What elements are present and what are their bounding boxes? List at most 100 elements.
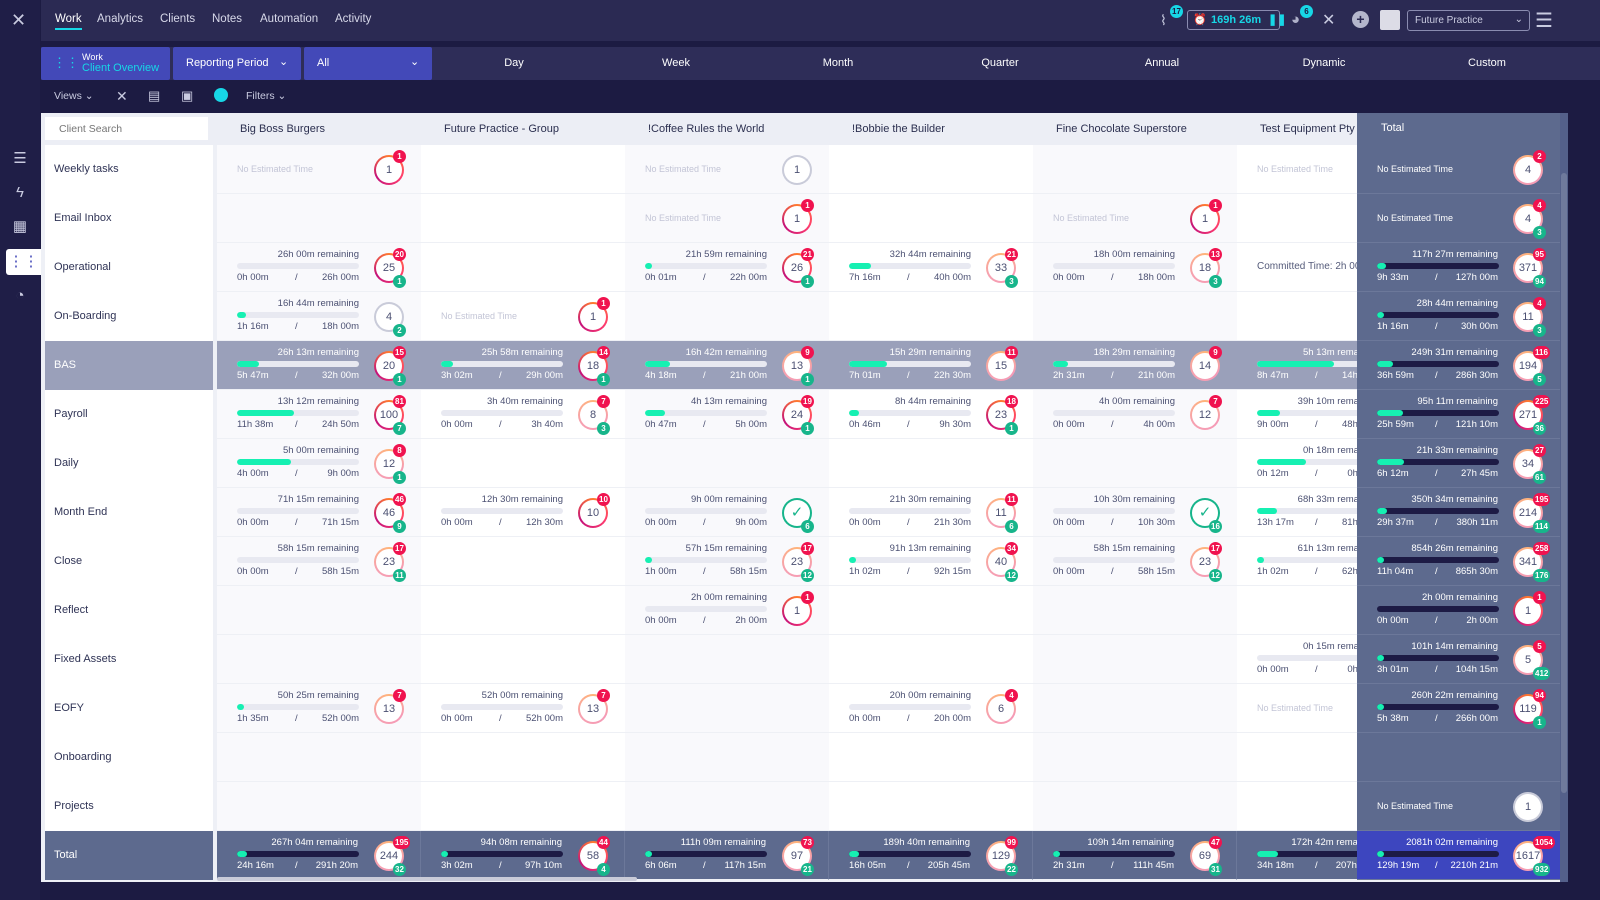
row-label[interactable]: Month End	[45, 488, 213, 537]
clock-icon[interactable]	[214, 88, 228, 102]
task-count-ring[interactable]: 1	[1513, 792, 1543, 822]
grid-cell[interactable]	[1033, 145, 1237, 194]
grid-cell[interactable]: 0h 15m remaining 0h 00m / 0h 15m	[1237, 635, 1357, 684]
period-custom[interactable]: Custom	[1468, 57, 1506, 69]
grid-cell[interactable]: 25h 58m remaining 3h 02m/29h 00m 18 14 1	[421, 341, 625, 390]
row-label[interactable]: Payroll	[45, 390, 213, 439]
client-overview-icon[interactable]: ⋮⋮	[6, 249, 41, 275]
row-total-cell[interactable]: No Estimated Time 4 2	[1357, 145, 1560, 194]
grid-cell[interactable]	[421, 537, 625, 586]
client-search-input[interactable]	[45, 117, 208, 140]
grid-cell[interactable]: 9h 00m remaining 0h 00m / 9h 00m ✓ 6	[625, 488, 829, 537]
period-dynamic[interactable]: Dynamic	[1302, 57, 1346, 69]
grid-cell[interactable]: 4h 13m remaining 0h 47m/5h 00m 24 19 1	[625, 390, 829, 439]
grid-cell[interactable]	[1033, 586, 1237, 635]
grid-cell[interactable]	[1033, 292, 1237, 341]
grid-cell[interactable]	[625, 782, 829, 831]
row-total-cell[interactable]: 260h 22m remaining 5h 38m/266h 00m 119 94 1	[1357, 684, 1560, 733]
client-header[interactable]: Fine Chocolate Superstore	[1056, 123, 1187, 135]
grid-cell[interactable]: 109h 14m remaining 2h 31m/111h 45m 69 47 31	[1033, 831, 1237, 880]
lightning-list-icon[interactable]: ϟ	[16, 184, 24, 201]
grid-cell[interactable]	[829, 733, 1033, 782]
grid-cell[interactable]: 10h 30m remaining 0h 00m / 10h 30m ✓ 16	[1033, 488, 1237, 537]
row-label[interactable]: Daily	[45, 439, 213, 488]
app-logo-icon[interactable]: ✕	[11, 10, 27, 30]
grid-cell[interactable]: 267h 04m remaining 24h 16m/291h 20m 244 195…	[217, 831, 421, 880]
grid-cell[interactable]: 5h 00m remaining 4h 00m/9h 00m 12 8 1	[217, 439, 421, 488]
document-icon[interactable]: ▤	[148, 88, 161, 103]
grid-cell[interactable]: 26h 13m remaining 5h 47m / 32h 00m 20 15 1	[217, 341, 421, 390]
brand-x-icon[interactable]: ✕	[1322, 12, 1336, 29]
task-count-ring[interactable]: 4	[1513, 155, 1543, 185]
practice-select[interactable]: Future Practice ⌄	[1407, 10, 1530, 31]
completed-check-icon[interactable]: ✓	[782, 498, 812, 528]
add-icon[interactable]: +	[1352, 11, 1369, 28]
nav-automation[interactable]: Automation	[260, 13, 319, 25]
grid-cell[interactable]: 57h 15m remaining 1h 00m/58h 15m 23 17 12	[625, 537, 829, 586]
nav-activity[interactable]: Activity	[335, 13, 372, 25]
row-total-cell[interactable]: 249h 31m remaining 36h 59m/286h 30m 194 116…	[1357, 341, 1560, 390]
row-label[interactable]: On-Boarding	[45, 292, 213, 341]
task-count-ring[interactable]: 1	[782, 155, 812, 185]
grid-cell[interactable]: 3h 40m remaining 0h 00m/3h 40m 8 7 3	[421, 390, 625, 439]
grid-cell[interactable]: 16h 44m remaining 1h 16m / 18h 00m 4 2	[217, 292, 421, 341]
period-day[interactable]: Day	[504, 57, 524, 69]
views-dropdown[interactable]: Views ⌄	[54, 90, 94, 102]
grid-cell[interactable]	[1237, 782, 1357, 831]
grid-cell[interactable]: 71h 15m remaining 0h 00m/71h 15m 46 46 9	[217, 488, 421, 537]
grid-cell[interactable]: No Estimated Time 1	[625, 145, 829, 194]
work-client-overview-button[interactable]: ⋮⋮ Work Client Overview	[41, 47, 170, 80]
grid-cell[interactable]: 50h 25m remaining 1h 35m/52h 00m 13 7	[217, 684, 421, 733]
row-total-cell[interactable]	[1357, 733, 1560, 782]
avatar[interactable]	[1380, 10, 1400, 30]
grid-cell[interactable]	[1033, 733, 1237, 782]
grid-cell[interactable]: 58h 15m remaining 0h 00m/58h 15m 23 17 11	[217, 537, 421, 586]
period-month[interactable]: Month	[822, 57, 854, 69]
vertical-scrollbar[interactable]	[1560, 113, 1568, 882]
contact-card-icon[interactable]: ▣	[181, 88, 194, 103]
horizontal-scrollbar[interactable]	[217, 877, 637, 881]
row-total-cell[interactable]: 2h 00m remaining 0h 00m/2h 00m 1 1	[1357, 586, 1560, 635]
row-label[interactable]: Close	[45, 537, 213, 586]
row-label[interactable]: Total	[45, 831, 213, 880]
grid-cell[interactable]	[1033, 635, 1237, 684]
reporting-period-dropdown[interactable]: Reporting Period ⌄	[173, 47, 301, 80]
grid-cell[interactable]: No Estimated Time	[1237, 145, 1357, 194]
grid-cell[interactable]: 189h 40m remaining 16h 05m/205h 45m 129 99 2…	[829, 831, 1033, 880]
row-total-cell[interactable]: 95h 11m remaining 25h 59m/121h 10m 271 225 3…	[1357, 390, 1560, 439]
grid-cell[interactable]: No Estimated Time 1 1	[1033, 194, 1237, 243]
list-view-icon[interactable]: ☰	[13, 150, 27, 167]
grid-cell[interactable]	[217, 586, 421, 635]
grid-cell[interactable]	[1033, 782, 1237, 831]
grid-cell[interactable]	[217, 635, 421, 684]
client-header[interactable]: Future Practice - Group	[444, 123, 559, 135]
grid-cell[interactable]: 32h 44m remaining 7h 16m/40h 00m 33 21 3	[829, 243, 1033, 292]
row-label[interactable]: Weekly tasks	[45, 145, 213, 194]
client-header[interactable]: !Coffee Rules the World	[648, 123, 765, 135]
grid-cell[interactable]: 39h 10m remaining 9h 00m / 48h 10m	[1237, 390, 1357, 439]
grid-cell[interactable]: No Estimated Time 1 1	[421, 292, 625, 341]
row-total-cell[interactable]: No Estimated Time 4 4 3	[1357, 194, 1560, 243]
grid-cell[interactable]: 172h 42m remaining 34h 18m / 207h 00m	[1237, 831, 1357, 880]
grid-cell[interactable]	[421, 782, 625, 831]
reminder-clock-icon[interactable]: ◕	[1291, 11, 1301, 28]
grid-cell[interactable]: 21h 30m remaining 0h 00m/21h 30m 11 11 6	[829, 488, 1033, 537]
completed-check-icon[interactable]: ✓	[1190, 498, 1220, 528]
grid-cell[interactable]: 15h 29m remaining 7h 01m/22h 30m 15 11	[829, 341, 1033, 390]
time-user-icon[interactable]: ◔	[15, 287, 25, 304]
grid-cell[interactable]	[829, 292, 1033, 341]
grid-cell[interactable]	[625, 439, 829, 488]
grid-cell[interactable]	[829, 145, 1033, 194]
row-label[interactable]: Email Inbox	[45, 194, 213, 243]
grid-cell[interactable]	[421, 243, 625, 292]
grid-cell[interactable]	[829, 194, 1033, 243]
row-total-cell[interactable]: 350h 34m remaining 29h 37m/380h 11m 214 195…	[1357, 488, 1560, 537]
grid-cell[interactable]	[1237, 194, 1357, 243]
row-total-cell[interactable]: 2081h 02m remaining 129h 19m/2210h 21m 161…	[1357, 831, 1560, 880]
row-label[interactable]: BAS	[45, 341, 213, 390]
timer-widget[interactable]: ⏰ 169h 26m ❚❚	[1187, 10, 1286, 30]
grid-cell[interactable]	[421, 733, 625, 782]
grid-cell[interactable]	[829, 635, 1033, 684]
client-header[interactable]: Big Boss Burgers	[240, 123, 325, 135]
client-header[interactable]: Test Equipment Pty Ltd	[1260, 123, 1357, 135]
